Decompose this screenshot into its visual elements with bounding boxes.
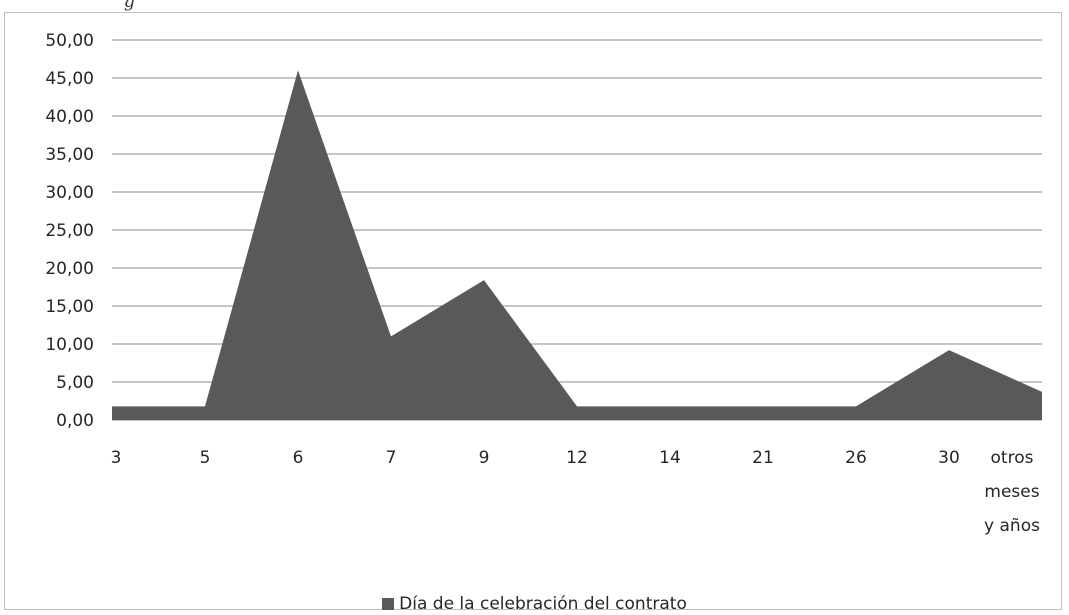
x-tick-label: 21 xyxy=(752,448,774,468)
legend-label: Día de la celebración del contrato xyxy=(399,594,687,614)
y-tick-label: 40,00 xyxy=(45,107,94,127)
y-tick-label: 20,00 xyxy=(45,259,94,279)
y-axis-ticks: 0,00 5,00 10,00 15,00 20,00 25,00 30,00 35,00 40… xyxy=(45,31,94,431)
area-series-dia-celebracion xyxy=(112,70,1042,421)
x-tick-label: 5 xyxy=(200,448,211,468)
x-tick-label: 3 xyxy=(111,448,122,468)
x-tick-label: 7 xyxy=(386,448,397,468)
y-tick-label: 30,00 xyxy=(45,183,94,203)
y-tick-label: 0,00 xyxy=(56,411,94,431)
x-axis-ticks: 3 5 6 7 9 12 14 21 26 30 otros meses y años xyxy=(111,448,1041,536)
x-tick-label: otros meses y años xyxy=(984,448,1040,536)
legend-swatch xyxy=(382,598,395,610)
y-tick-label: 50,00 xyxy=(45,31,94,51)
x-tick-label: 30 xyxy=(938,448,960,468)
y-tick-label: 10,00 xyxy=(45,335,94,355)
series-area xyxy=(112,70,1042,421)
chart-frame xyxy=(4,12,1062,610)
x-tick-label: 12 xyxy=(566,448,588,468)
y-tick-label: 25,00 xyxy=(45,221,94,241)
y-tick-label: 45,00 xyxy=(45,69,94,89)
y-tick-label: 35,00 xyxy=(45,145,94,165)
legend: Día de la celebración del contrato xyxy=(0,594,1069,614)
clipped-header-text: g xyxy=(124,0,135,12)
x-tick-label: 6 xyxy=(293,448,304,468)
x-tick-label: 14 xyxy=(659,448,681,468)
x-tick-label: 9 xyxy=(479,448,490,468)
y-tick-label: 5,00 xyxy=(56,373,94,393)
x-tick-label: 26 xyxy=(845,448,867,468)
y-tick-label: 15,00 xyxy=(45,297,94,317)
